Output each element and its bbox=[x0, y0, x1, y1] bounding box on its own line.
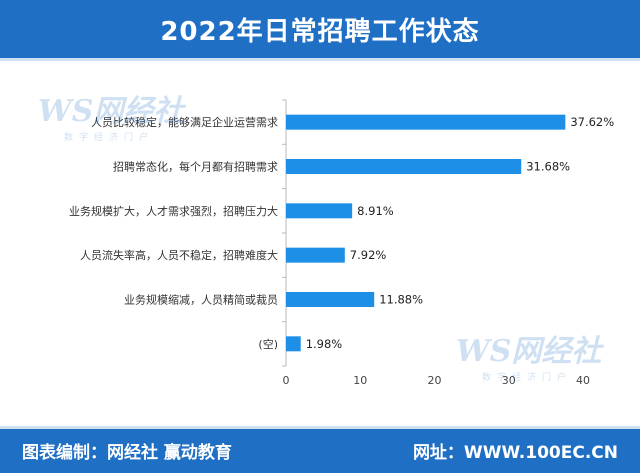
value-label: 11.88% bbox=[379, 293, 423, 307]
category-label: 业务规模缩减，人员精简或裁员 bbox=[124, 293, 278, 307]
bar bbox=[286, 114, 566, 130]
footer-url: 网址：WWW.100EC.CN bbox=[412, 443, 618, 463]
chart-title: 2022年日常招聘工作状态 bbox=[160, 16, 480, 47]
category-label: 业务规模扩大，人才需求强烈，招聘压力大 bbox=[69, 204, 278, 218]
bar bbox=[286, 247, 345, 263]
category-label: (空) bbox=[258, 337, 278, 351]
bar bbox=[286, 336, 301, 352]
x-tick-label: 0 bbox=[283, 374, 290, 387]
chart-panel: WS网经社 数字经济门户 WS网经社 数字经济门户 人员比较稳定，能够满足企业运… bbox=[8, 64, 632, 426]
x-tick-label: 40 bbox=[576, 374, 590, 387]
bar bbox=[286, 292, 375, 307]
category-label: 人员流失率高，人员不稳定，招聘难度大 bbox=[80, 248, 278, 262]
x-tick-label: 20 bbox=[428, 374, 442, 387]
title-banner: 2022年日常招聘工作状态 bbox=[0, 0, 640, 61]
category-label: 人员比较稳定，能够满足企业运营需求 bbox=[91, 115, 278, 129]
value-label: 31.68% bbox=[526, 160, 570, 174]
footer-credit: 图表编制：网经社 赢动教育 bbox=[22, 443, 232, 463]
value-label: 7.92% bbox=[350, 248, 387, 262]
x-tick-label: 10 bbox=[353, 374, 367, 387]
value-label: 8.91% bbox=[357, 204, 394, 218]
bar bbox=[286, 203, 353, 219]
footer-bar: 图表编制：网经社 赢动教育 网址：WWW.100EC.CN bbox=[0, 426, 640, 473]
value-label: 1.98% bbox=[306, 337, 343, 351]
x-tick-label: 30 bbox=[502, 374, 516, 387]
bar bbox=[286, 159, 522, 174]
value-label: 37.62% bbox=[570, 115, 614, 129]
category-label: 招聘常态化，每个月都有招聘需求 bbox=[113, 160, 278, 174]
bar-chart: 人员比较稳定，能够满足企业运营需求 37.62% 招聘常态化，每个月都有招聘需求 31… bbox=[69, 99, 614, 387]
